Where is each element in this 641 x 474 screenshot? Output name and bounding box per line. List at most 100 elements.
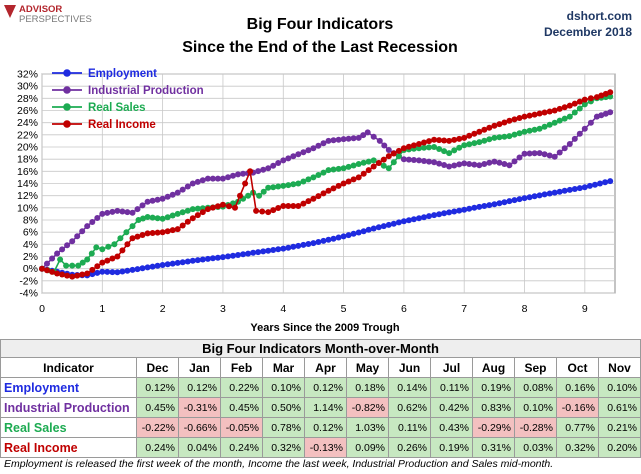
data-point-industrial	[134, 206, 141, 213]
data-point-employment	[466, 205, 473, 212]
data-point-industrial	[295, 151, 302, 158]
data-point-income	[441, 137, 448, 144]
month-header: Jun	[388, 357, 431, 378]
gridlines	[41, 73, 615, 294]
data-point-employment	[199, 256, 206, 263]
table-cell: -0.05%	[220, 417, 263, 438]
data-point-industrial	[214, 175, 221, 182]
data-point-employment	[385, 221, 392, 228]
data-point-employment	[154, 262, 161, 269]
table-body: Employment 0.12% 0.12% 0.22% 0.10% 0.12% 0.18%…	[0, 377, 641, 458]
data-point-sales	[93, 244, 100, 251]
date-label: December 2018	[544, 25, 632, 39]
data-point-sales	[501, 133, 508, 140]
data-point-sales	[531, 126, 538, 133]
table-cell: 0.03%	[514, 437, 557, 458]
y-tick-label: 22%	[17, 129, 38, 141]
data-point-industrial	[335, 136, 342, 143]
table-row: Real Sales -0.22% -0.66% -0.05% 0.78% 0.12% 1.…	[0, 417, 641, 438]
data-point-employment	[501, 199, 508, 206]
data-point-industrial	[350, 135, 357, 142]
data-point-income	[587, 95, 594, 102]
data-point-sales	[335, 165, 342, 172]
data-point-sales	[436, 146, 443, 152]
data-point-income	[476, 128, 483, 135]
data-point-income	[247, 168, 254, 175]
data-point-income	[144, 230, 151, 237]
table-cell: 0.83%	[472, 397, 515, 418]
data-point-income	[395, 147, 402, 154]
table-cell: 0.04%	[178, 437, 221, 458]
data-point-sales	[275, 183, 282, 190]
data-point-employment	[461, 206, 468, 213]
data-point-income	[416, 141, 422, 147]
data-point-employment	[89, 271, 96, 278]
data-point-sales	[184, 207, 191, 214]
data-point-industrial	[451, 162, 458, 169]
data-point-employment	[335, 234, 342, 241]
data-point-employment	[476, 203, 483, 210]
data-point-employment	[159, 262, 166, 268]
data-point-income	[541, 109, 548, 116]
data-point-industrial	[587, 119, 594, 126]
series-income	[39, 89, 614, 280]
data-point-industrial	[219, 175, 226, 182]
legend-label-employment: Employment	[88, 68, 157, 80]
data-point-sales	[350, 162, 357, 169]
y-tick-label: 4%	[23, 239, 38, 251]
data-point-employment	[365, 226, 372, 233]
data-point-sales	[179, 209, 186, 216]
data-point-sales	[79, 259, 86, 266]
data-point-employment	[250, 249, 257, 256]
data-point-income	[124, 241, 131, 248]
legend-marker-income	[63, 120, 71, 128]
data-point-industrial	[421, 158, 427, 164]
data-point-income	[84, 270, 91, 277]
data-point-industrial	[456, 161, 463, 168]
data-point-income	[179, 222, 186, 229]
data-point-income	[360, 170, 367, 177]
data-point-income	[536, 110, 543, 117]
data-point-industrial	[381, 142, 388, 149]
data-point-sales	[189, 206, 196, 213]
data-point-sales	[416, 145, 422, 152]
table-cell: 0.12%	[304, 417, 347, 438]
data-point-income	[461, 134, 468, 141]
data-point-income	[169, 227, 176, 234]
data-point-income	[486, 124, 493, 131]
data-point-employment	[240, 251, 247, 258]
data-point-employment	[556, 188, 563, 195]
data-point-employment	[390, 220, 397, 227]
data-point-sales	[260, 188, 267, 195]
indicator-name: Real Income	[0, 437, 137, 458]
series-industrial	[39, 109, 614, 272]
data-point-employment	[551, 189, 558, 196]
data-point-industrial	[410, 157, 417, 163]
data-point-income	[69, 273, 76, 280]
data-point-industrial	[154, 196, 161, 203]
data-point-employment	[511, 197, 518, 204]
data-point-industrial	[89, 219, 96, 225]
data-point-employment	[290, 243, 297, 250]
data-point-industrial	[64, 242, 71, 249]
month-header: Aug	[472, 357, 515, 378]
data-point-sales	[556, 117, 563, 124]
data-point-industrial	[209, 175, 216, 182]
data-point-sales	[149, 214, 156, 221]
data-point-income	[335, 182, 342, 189]
data-point-income	[59, 271, 66, 278]
table-cell: 1.03%	[346, 417, 389, 438]
data-point-sales	[129, 223, 136, 230]
x-tick-label: 5	[341, 303, 347, 315]
data-point-employment	[405, 217, 412, 224]
data-point-sales	[290, 181, 297, 188]
data-point-sales	[123, 229, 130, 236]
data-point-sales	[521, 128, 528, 135]
data-point-employment	[355, 229, 362, 236]
data-point-employment	[114, 269, 121, 276]
data-point-sales	[270, 184, 277, 191]
data-point-sales	[607, 93, 614, 100]
data-point-sales	[305, 176, 312, 183]
data-point-employment	[139, 265, 146, 272]
data-point-income	[576, 98, 583, 105]
